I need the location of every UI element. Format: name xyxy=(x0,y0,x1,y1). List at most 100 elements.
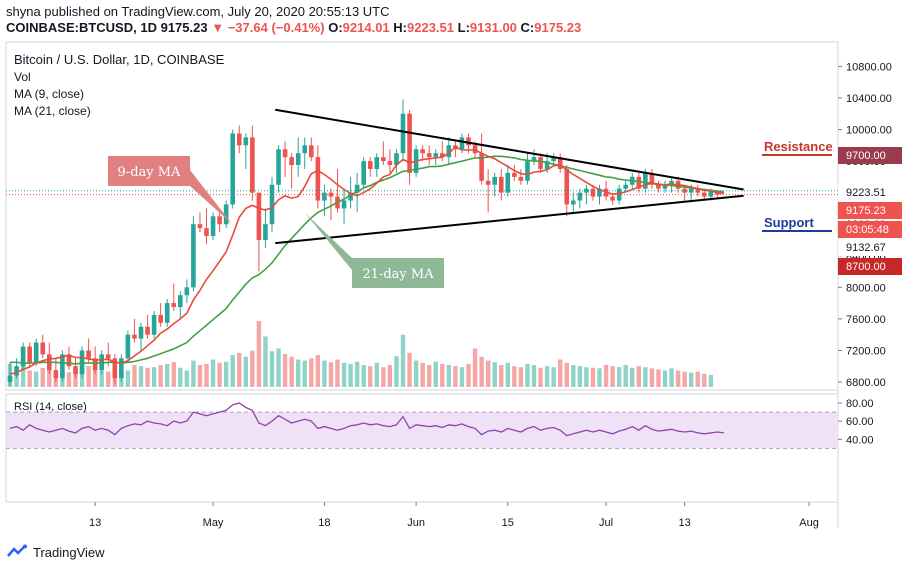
candle-body[interactable] xyxy=(374,157,380,169)
candle-body[interactable] xyxy=(79,350,85,375)
candle-body[interactable] xyxy=(86,350,91,359)
candle-body[interactable] xyxy=(171,303,177,308)
candle-body[interactable] xyxy=(571,200,576,205)
candle-body[interactable] xyxy=(564,168,570,205)
candle-body[interactable] xyxy=(616,188,622,201)
candle-body[interactable] xyxy=(40,342,46,355)
candle-body[interactable] xyxy=(92,358,98,371)
candle-body[interactable] xyxy=(138,326,144,339)
candle-body[interactable] xyxy=(420,149,425,154)
candle-body[interactable] xyxy=(223,204,229,225)
candle-body[interactable] xyxy=(354,184,360,193)
candle-body[interactable] xyxy=(492,176,497,185)
candle-body[interactable] xyxy=(440,153,445,158)
candle-body[interactable] xyxy=(433,153,439,158)
candle-body[interactable] xyxy=(27,346,32,363)
price-pane[interactable] xyxy=(5,41,839,391)
candle-body[interactable] xyxy=(446,145,452,158)
candle-body[interactable] xyxy=(250,137,255,193)
candle-body[interactable] xyxy=(60,354,65,379)
candle-body[interactable] xyxy=(367,161,373,169)
candle-body[interactable] xyxy=(610,196,615,201)
candle-body[interactable] xyxy=(158,314,163,323)
candle-body[interactable] xyxy=(695,188,701,193)
candle-body[interactable] xyxy=(643,172,648,189)
candle-body[interactable] xyxy=(597,188,602,197)
candle-body[interactable] xyxy=(289,157,294,166)
candle-body[interactable] xyxy=(518,176,524,181)
candle-body[interactable] xyxy=(217,216,222,225)
candle-body[interactable] xyxy=(531,157,537,162)
candle-body[interactable] xyxy=(662,184,668,189)
candle-body[interactable] xyxy=(636,176,642,189)
candle-body[interactable] xyxy=(400,113,406,154)
candle-body[interactable] xyxy=(73,366,78,375)
candle-body[interactable] xyxy=(426,153,432,158)
candle-body[interactable] xyxy=(99,354,104,371)
candle-body[interactable] xyxy=(590,188,596,197)
candle-body[interactable] xyxy=(498,176,504,193)
candle-body[interactable] xyxy=(125,334,131,359)
candle-body[interactable] xyxy=(649,172,655,185)
candle-body[interactable] xyxy=(381,157,386,162)
candle-body[interactable] xyxy=(263,224,268,240)
candle-body[interactable] xyxy=(282,149,288,158)
candle-body[interactable] xyxy=(557,157,563,169)
candle-body[interactable] xyxy=(525,161,530,181)
candle-body[interactable] xyxy=(387,161,393,166)
candle-body[interactable] xyxy=(309,145,314,158)
candle-body[interactable] xyxy=(230,133,235,205)
candle-body[interactable] xyxy=(66,354,72,367)
candle-body[interactable] xyxy=(112,358,118,379)
candle-body[interactable] xyxy=(145,326,150,335)
candle-body[interactable] xyxy=(178,295,183,308)
candle-body[interactable] xyxy=(295,153,301,166)
candle-body[interactable] xyxy=(105,354,111,359)
candle-body[interactable] xyxy=(479,153,484,181)
candle-body[interactable] xyxy=(551,157,556,162)
candle-body[interactable] xyxy=(669,180,674,185)
candle-body[interactable] xyxy=(164,303,170,323)
candle-body[interactable] xyxy=(544,161,550,169)
candle-body[interactable] xyxy=(236,133,242,146)
candle-body[interactable] xyxy=(577,192,583,201)
candle-body[interactable] xyxy=(322,192,327,201)
candle-body[interactable] xyxy=(348,192,353,201)
candle-body[interactable] xyxy=(584,188,589,193)
candle-body[interactable] xyxy=(538,157,543,169)
candle-body[interactable] xyxy=(204,228,209,237)
candle-body[interactable] xyxy=(459,137,465,150)
candle-body[interactable] xyxy=(269,184,275,225)
candle-body[interactable] xyxy=(512,172,517,177)
tradingview-logo[interactable]: TradingView xyxy=(6,544,105,560)
candle-body[interactable] xyxy=(315,157,321,201)
candle-body[interactable] xyxy=(151,314,157,335)
symbol-label[interactable]: COINBASE:BTCUSD, 1D xyxy=(6,20,157,35)
candle-body[interactable] xyxy=(14,366,19,376)
candle-body[interactable] xyxy=(119,358,124,379)
candle-body[interactable] xyxy=(656,184,661,189)
candle-body[interactable] xyxy=(210,216,216,237)
candle-body[interactable] xyxy=(341,200,347,209)
candle-body[interactable] xyxy=(132,334,137,339)
candle-body[interactable] xyxy=(485,180,491,185)
candle-body[interactable] xyxy=(33,342,39,363)
candle-body[interactable] xyxy=(276,149,281,185)
candle-body[interactable] xyxy=(394,153,399,166)
candle-body[interactable] xyxy=(302,145,308,154)
candle-body[interactable] xyxy=(243,137,249,146)
candle-body[interactable] xyxy=(361,161,366,185)
candle-body[interactable] xyxy=(197,224,203,229)
candle-body[interactable] xyxy=(505,172,511,193)
candle-body[interactable] xyxy=(466,137,471,146)
candle-body[interactable] xyxy=(708,191,714,197)
candle-body[interactable] xyxy=(256,192,262,240)
candle-body[interactable] xyxy=(184,287,190,296)
candle-body[interactable] xyxy=(7,375,13,382)
candle-body[interactable] xyxy=(53,370,59,379)
candle-body[interactable] xyxy=(20,346,26,367)
candle-body[interactable] xyxy=(688,188,694,193)
candle-body[interactable] xyxy=(623,184,628,189)
candle-body[interactable] xyxy=(191,224,196,288)
